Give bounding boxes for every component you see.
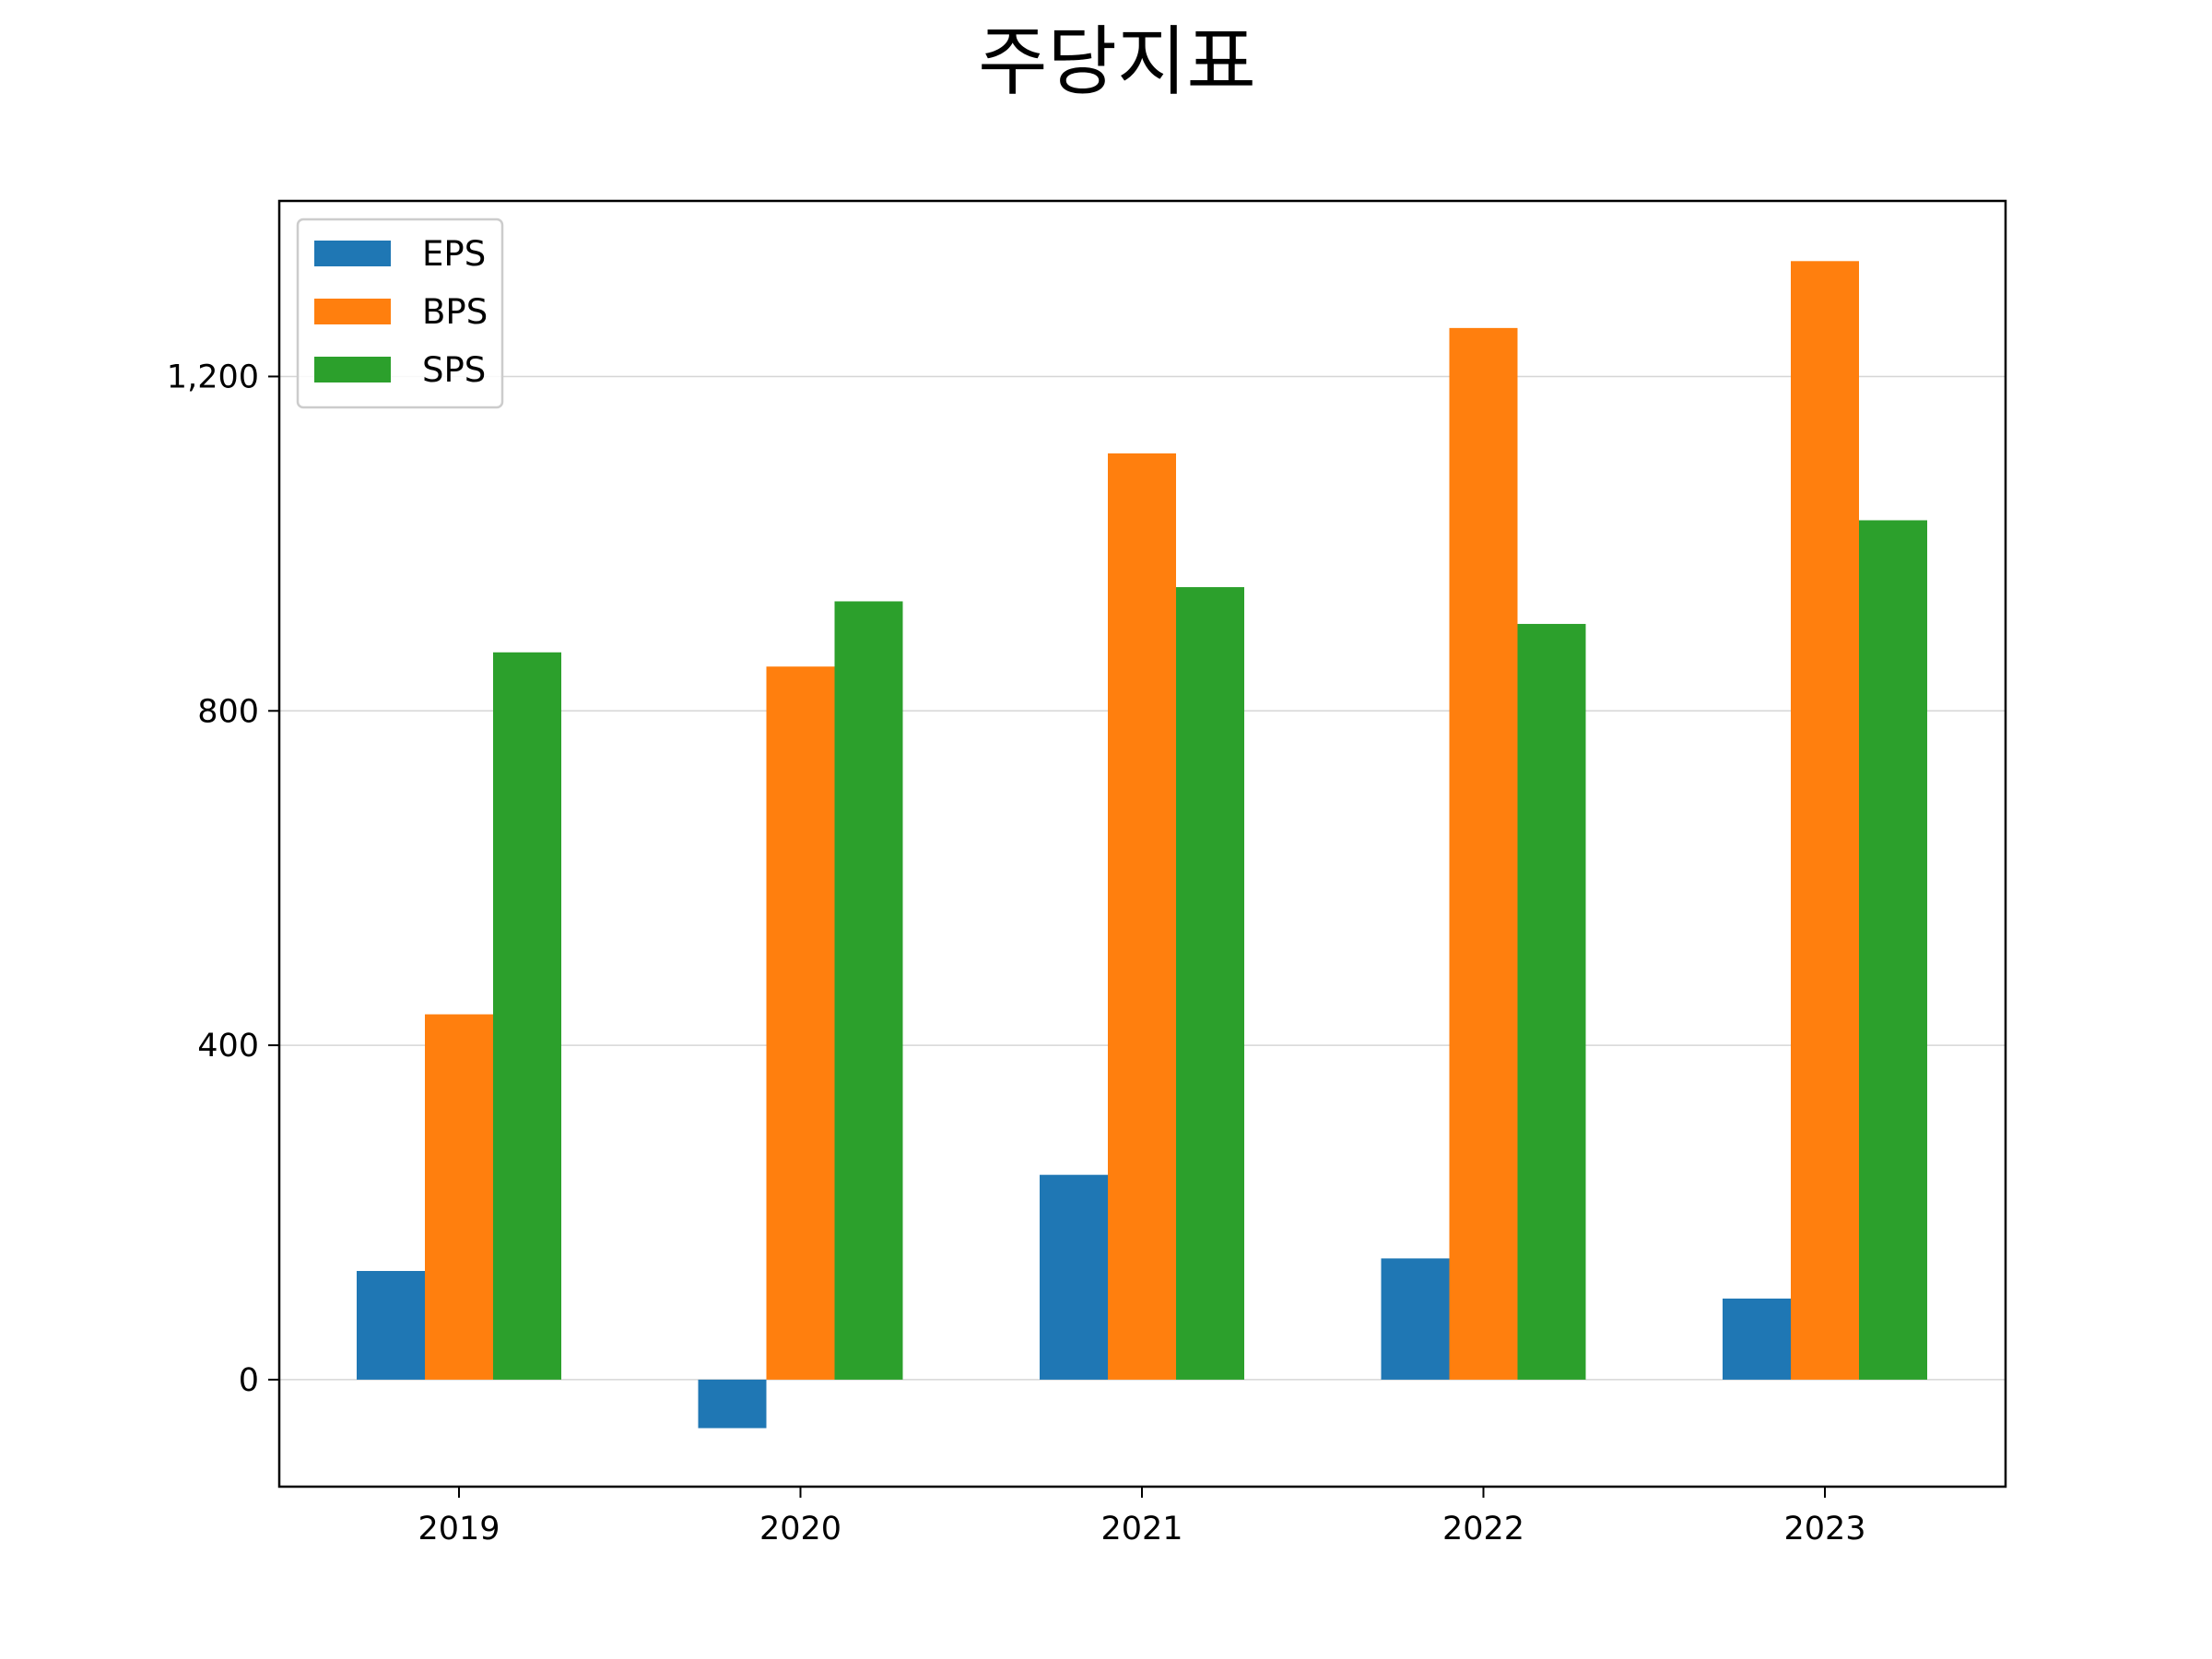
bar-eps-2020: [698, 1379, 767, 1429]
bar-eps-2022: [1381, 1258, 1450, 1380]
x-tick-label: 2022: [1442, 1511, 1524, 1547]
bar-eps-2023: [1723, 1298, 1791, 1380]
y-tick-label: 400: [197, 1028, 259, 1065]
bar-sps-2023: [1859, 520, 1927, 1380]
bar-sps-2022: [1517, 623, 1586, 1380]
legend-label-sps: SPS: [422, 350, 486, 390]
legend-label-eps: EPS: [422, 234, 486, 274]
legend-swatch-bps: [314, 299, 391, 324]
x-tick-label: 2021: [1100, 1511, 1182, 1547]
y-tick-label: 800: [197, 693, 259, 730]
x-axis: 2019 2020 2021 2022 2023: [418, 1487, 1866, 1547]
bar-bps-2020: [766, 666, 835, 1380]
y-tick-label: 0: [239, 1362, 259, 1399]
legend-swatch-sps: [314, 357, 391, 382]
bar-bps-2019: [425, 1014, 493, 1380]
bar-bps-2022: [1449, 327, 1518, 1380]
legend-swatch-eps: [314, 241, 391, 266]
bar-eps-2019: [357, 1270, 425, 1380]
bar-sps-2020: [834, 601, 903, 1380]
bar-eps-2021: [1040, 1174, 1108, 1380]
y-axis: 0 400 800 1,200: [167, 359, 279, 1399]
chart-title: 주당지표: [978, 18, 1256, 106]
x-tick-label: 2019: [418, 1511, 500, 1547]
x-tick-label: 2020: [759, 1511, 841, 1547]
legend: EPS BPS SPS: [296, 218, 504, 409]
bars: [357, 261, 1927, 1429]
legend-label-bps: BPS: [422, 292, 488, 332]
bar-bps-2023: [1791, 261, 1859, 1380]
bar-bps-2021: [1108, 453, 1176, 1380]
x-tick-label: 2023: [1783, 1511, 1865, 1547]
bar-sps-2019: [493, 652, 561, 1380]
y-tick-label: 1,200: [167, 359, 259, 395]
bar-sps-2021: [1176, 587, 1244, 1380]
